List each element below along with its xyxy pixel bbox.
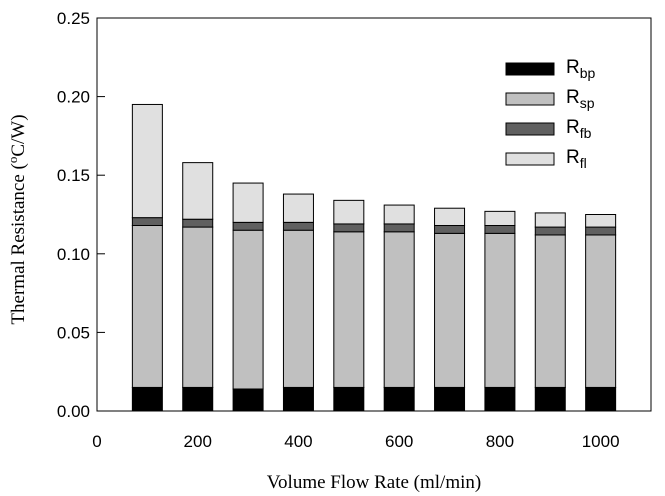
bar-segment-rsp-900 <box>534 234 566 388</box>
bar-segment-rfb-200 <box>182 218 214 228</box>
bar-segment-rfb-300 <box>232 221 264 231</box>
legend-item-rsp: Rsp <box>505 87 595 111</box>
bar-segment-rfb-100 <box>131 217 163 227</box>
bar-segment-rsp-600 <box>383 231 415 388</box>
bar-segment-rsp-300 <box>232 229 264 390</box>
bar-segment-rfl-500 <box>333 199 365 225</box>
bar-segment-rfb-400 <box>282 221 314 231</box>
y-axis-title-degree: o <box>5 157 20 164</box>
bar-segment-rfb-1000 <box>585 226 617 236</box>
x-tick-label: 0 <box>92 432 101 451</box>
bar-segment-rfb-700 <box>434 225 466 234</box>
x-axis-title: Volume Flow Rate (ml/min) <box>267 472 481 493</box>
x-tick-label: 400 <box>284 432 312 451</box>
bar-segment-rfl-200 <box>182 162 214 220</box>
bar-segment-rfl-900 <box>534 212 566 228</box>
y-tick-label: 0.00 <box>57 402 90 421</box>
legend-item-rfb: Rfb <box>505 117 592 141</box>
bar-segment-rfl-800 <box>484 210 516 227</box>
bar-segment-rbp-100 <box>131 386 163 412</box>
y-axis-title: Thermal Resistance (oC/W) <box>5 114 29 324</box>
bar-segment-rsp-400 <box>282 229 314 388</box>
bar-segment-rbp-700 <box>434 386 466 412</box>
x-tick-label: 200 <box>184 432 212 451</box>
bars-group <box>131 103 617 412</box>
y-axis-title-suffix: C/W) <box>8 114 29 156</box>
x-tick-label: 600 <box>385 432 413 451</box>
bar-segment-rbp-300 <box>232 388 264 412</box>
y-tick-label: 0.05 <box>57 323 90 342</box>
legend-item-rbp: Rbp <box>505 57 596 81</box>
bar-segment-rfb-600 <box>383 223 415 233</box>
bar-segment-rbp-500 <box>333 386 365 412</box>
legend-swatch-rbp <box>505 62 555 76</box>
bar-segment-rsp-800 <box>484 232 516 388</box>
legend-label-rbp: Rbp <box>566 57 596 81</box>
y-tick-label: 0.20 <box>57 88 90 107</box>
bar-segment-rfb-500 <box>333 223 365 233</box>
x-tick-label: 1000 <box>582 432 620 451</box>
bar-segment-rsp-1000 <box>585 234 617 388</box>
legend-swatch-rfl <box>505 152 555 166</box>
plot-frame <box>96 17 652 412</box>
bar-segment-rfl-300 <box>232 182 264 223</box>
ticks-group: 0.00 0.05 0.10 0.15 0.20 0.25 0 200 400 600 800 100… <box>57 9 620 451</box>
legend-swatch-rsp <box>505 92 555 106</box>
y-axis-title-prefix: Thermal Resistance ( <box>8 163 29 324</box>
y-tick-label: 0.25 <box>57 9 90 28</box>
bar-segment-rfl-700 <box>434 207 466 227</box>
legend-label-rfb: Rfb <box>566 117 592 141</box>
bar-segment-rsp-200 <box>182 226 214 388</box>
legend-label-rsp: Rsp <box>566 87 595 111</box>
bar-segment-rfb-900 <box>534 226 566 236</box>
legend-label-rfl: Rfl <box>566 147 587 171</box>
bar-segment-rfl-100 <box>131 103 163 219</box>
bar-segment-rsp-700 <box>434 232 466 388</box>
legend: Rbp Rsp Rfb Rfl <box>505 57 596 171</box>
y-tick-label: 0.15 <box>57 166 90 185</box>
y-tick-label: 0.10 <box>57 245 90 264</box>
bar-segment-rfl-1000 <box>585 214 617 228</box>
x-tick-label: 800 <box>486 432 514 451</box>
legend-item-rfl: Rfl <box>505 147 587 171</box>
bar-segment-rfl-400 <box>282 193 314 223</box>
bar-segment-rsp-100 <box>131 225 163 388</box>
bar-segment-rbp-900 <box>534 386 566 412</box>
bar-segment-rsp-500 <box>333 231 365 388</box>
bar-segment-rfb-800 <box>484 225 516 234</box>
legend-swatch-rfb <box>505 122 555 136</box>
bar-segment-rfl-600 <box>383 204 415 225</box>
